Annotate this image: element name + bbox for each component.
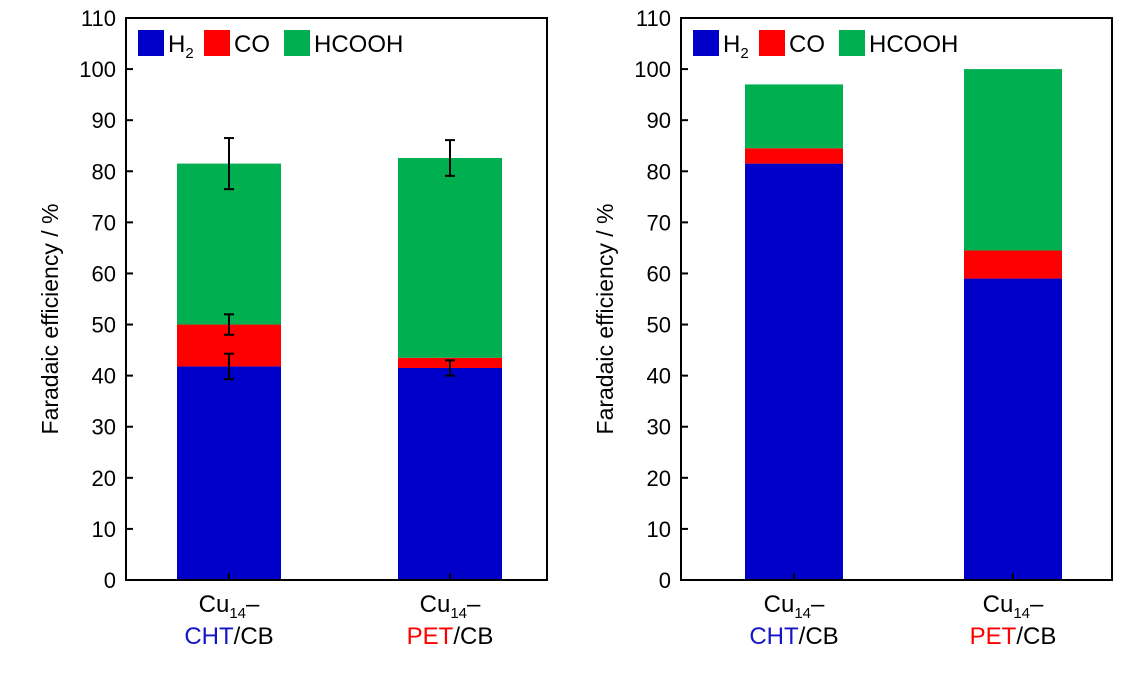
y-tick-label: 60	[647, 261, 671, 286]
legend-swatch-hcooh	[839, 30, 865, 56]
y-tick-label: 10	[647, 517, 671, 542]
legend-label-h2: H2	[168, 31, 194, 62]
legend-label-hcooh: HCOOH	[869, 31, 958, 58]
legend-label-hcooh: HCOOH	[314, 31, 403, 58]
category-label-line2: CHT/CB	[184, 623, 273, 650]
legend-swatch-co	[759, 30, 785, 56]
y-tick-label: 110	[636, 6, 671, 31]
error-bar-h2-cat1	[445, 359, 455, 377]
category-label-line2: CHT/CB	[749, 623, 838, 650]
bar-co-cat1	[964, 250, 1062, 279]
plot-frame	[680, 17, 1113, 581]
bar-h2-cat0	[745, 163, 843, 581]
y-axis-title: Faradaic efficiency / %	[37, 204, 63, 435]
legend-label-co: CO	[789, 31, 825, 58]
y-tick-label: 40	[92, 364, 116, 389]
y-tick-label: 90	[647, 108, 671, 133]
bar-hcooh-cat1	[964, 69, 1062, 251]
y-tick-label: 20	[92, 466, 116, 491]
y-tick-label: 0	[104, 568, 116, 593]
legend-swatch-hcooh	[284, 30, 310, 56]
y-tick-label: 30	[647, 415, 671, 440]
bar-hcooh-cat1	[398, 157, 502, 358]
bar-hcooh-cat0	[177, 163, 281, 325]
plot-frame	[125, 17, 548, 581]
bar-h2-cat1	[398, 367, 502, 580]
legend-swatch-h2	[138, 30, 164, 56]
legend-label-h2: H2	[723, 31, 749, 62]
y-tick-label: 20	[647, 466, 671, 491]
error-bar-h2-cat0	[224, 352, 234, 381]
y-tick-label: 0	[659, 568, 671, 593]
y-tick-label: 70	[647, 210, 671, 235]
bar-hcooh-cat0	[745, 84, 843, 149]
error-bar-hcooh-cat1	[445, 139, 455, 177]
y-tick-label: 80	[647, 159, 671, 184]
y-tick-label: 110	[81, 6, 116, 31]
y-tick-label: 100	[634, 57, 671, 82]
y-tick-label: 50	[92, 313, 116, 338]
y-tick-label: 50	[647, 313, 671, 338]
y-tick-label: 70	[92, 210, 116, 235]
legend: H2 CO HCOOH	[693, 30, 958, 62]
category-label-line1: Cu14–	[420, 591, 481, 622]
error-bar-co-cat0	[224, 313, 234, 336]
y-axis-title: Faradaic efficiency / %	[592, 204, 618, 435]
category-label-line2: PET/CB	[970, 623, 1057, 650]
legend-label-co: CO	[234, 31, 270, 58]
category-label-line1: Cu14–	[983, 591, 1044, 622]
chart-panel-right: 0 10 20 30 40 50 60 70 80 90 100 110 Faradaic effici…	[592, 6, 1113, 650]
chart-panel-left: 0 10 20 30 40 50 60 70 80 90 100 110 Faradaic effici…	[37, 6, 548, 650]
error-bar-hcooh-cat0	[224, 137, 234, 191]
legend-swatch-co	[204, 30, 230, 56]
y-tick-label: 100	[79, 57, 116, 82]
legend-swatch-h2	[693, 30, 719, 56]
category-label-line1: Cu14–	[199, 591, 260, 622]
category-label-line2: PET/CB	[407, 623, 494, 650]
category-label-line1: Cu14–	[764, 591, 825, 622]
y-tick-label: 80	[92, 159, 116, 184]
y-tick-label: 30	[92, 415, 116, 440]
bar-h2-cat1	[964, 278, 1062, 580]
y-tick-label: 90	[92, 108, 116, 133]
legend: H2 CO HCOOH	[138, 30, 403, 62]
y-tick-label: 10	[92, 517, 116, 542]
y-tick-label: 60	[92, 261, 116, 286]
bar-h2-cat0	[177, 366, 281, 580]
y-tick-label: 40	[647, 364, 671, 389]
bar-co-cat0	[745, 148, 843, 164]
